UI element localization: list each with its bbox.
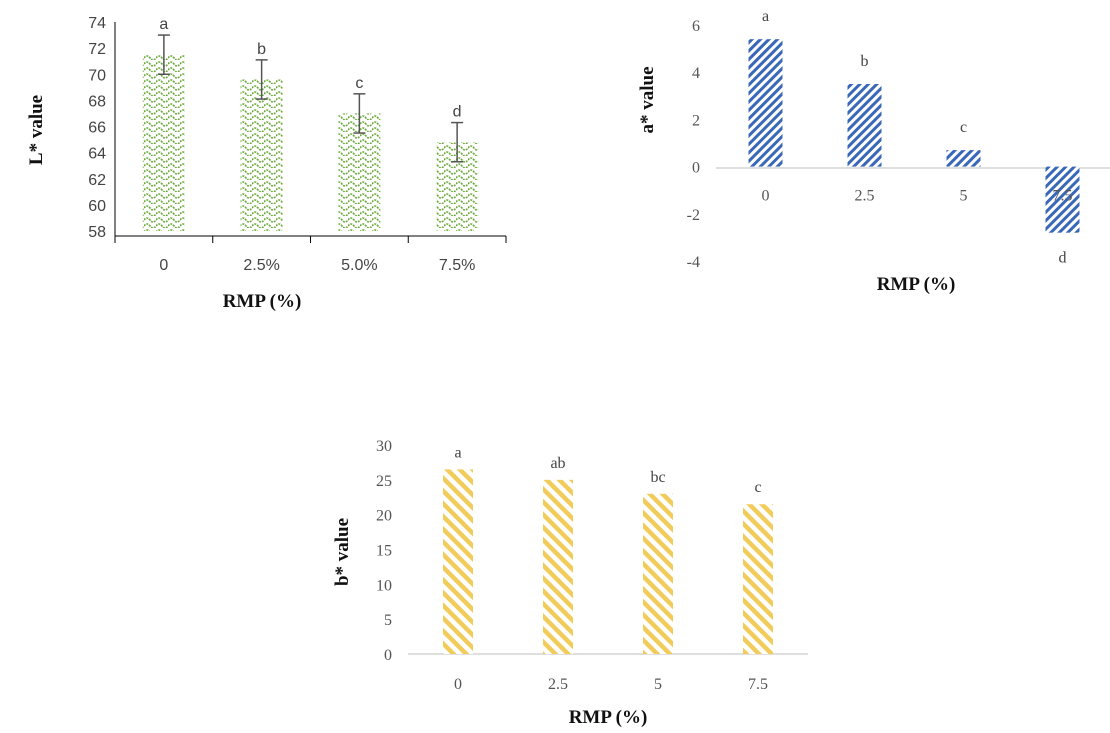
b-significance-letter: bc xyxy=(650,469,665,486)
b-y-tick-label: 5 xyxy=(384,612,392,629)
b-x-axis-title: RMP (%) xyxy=(569,707,648,728)
l-y-tick-label: 74 xyxy=(88,15,106,32)
a-bar xyxy=(847,84,882,167)
a-y-tick-label: -4 xyxy=(687,254,700,271)
b-value-chart: 0 5 10 15 20 25 30 a ab bc c 0 2.5 5 7.5 RMP (%) b* … xyxy=(332,438,808,728)
l-x-tick-label: 5.0% xyxy=(341,257,377,274)
a-x-tick-label: 2.5 xyxy=(855,188,875,205)
a-bar xyxy=(946,150,981,167)
a-x-tick-label: 5 xyxy=(960,188,968,205)
b-y-tick-label: 20 xyxy=(376,508,392,525)
l-significance-letter: d xyxy=(453,104,462,121)
l-significance-letter: c xyxy=(355,75,363,92)
l-y-tick-label: 60 xyxy=(88,198,106,215)
a-x-tick-label: 7.5 xyxy=(1053,188,1073,205)
l-y-tick-label: 66 xyxy=(88,120,106,137)
l-bar xyxy=(240,79,283,231)
l-y-tick-label: 72 xyxy=(88,41,106,58)
a-y-tick-label: 2 xyxy=(692,112,700,129)
l-y-axis-title: L* value xyxy=(26,95,47,165)
b-significance-letter: c xyxy=(754,479,761,496)
b-y-tick-label: 30 xyxy=(376,438,392,455)
a-x-axis-title: RMP (%) xyxy=(877,274,956,295)
a-x-tick-label: 0 xyxy=(762,188,770,205)
a-y-axis-title: a* value xyxy=(637,66,658,133)
a-y-tick-label: 4 xyxy=(692,65,700,82)
b-bar xyxy=(443,469,473,654)
l-y-tick-label: 62 xyxy=(88,172,106,189)
a-bar xyxy=(748,39,783,167)
b-y-tick-label: 25 xyxy=(376,473,392,490)
b-significance-letter: a xyxy=(454,444,461,461)
a-y-tick-label: 0 xyxy=(692,160,700,177)
l-y-tick-label: 58 xyxy=(88,224,106,241)
b-y-tick-label: 15 xyxy=(376,543,392,560)
l-bar xyxy=(142,54,185,231)
l-significance-letter: a xyxy=(159,16,168,33)
b-bar xyxy=(543,479,573,654)
a-significance-letter: d xyxy=(1059,250,1067,267)
b-x-tick-label: 5 xyxy=(654,676,662,693)
l-y-tick-label: 70 xyxy=(88,67,106,84)
l-value-chart: 58 60 62 64 66 68 70 72 74 a b c d 0 2.5% 5.0% 7.5% RM… xyxy=(26,15,507,312)
b-y-tick-label: 0 xyxy=(384,647,392,664)
a-value-chart: -4 -2 0 2 4 6 a b c d 0 2.5 5 7.5 RMP (%) a* value xyxy=(637,8,1110,295)
a-significance-letter: c xyxy=(960,119,967,136)
b-y-axis-title: b* value xyxy=(332,518,353,586)
a-significance-letter: a xyxy=(762,8,769,25)
a-bar xyxy=(1045,166,1080,233)
l-significance-letter: b xyxy=(257,41,266,58)
b-bar xyxy=(643,493,673,654)
l-x-axis-title: RMP (%) xyxy=(223,291,302,312)
l-x-tick-label: 2.5% xyxy=(243,257,279,274)
b-y-tick-label: 10 xyxy=(376,577,392,594)
l-x-tick-label: 0 xyxy=(159,257,168,274)
a-significance-letter: b xyxy=(861,53,869,70)
a-y-tick-label: -2 xyxy=(687,207,700,224)
a-y-tick-label: 6 xyxy=(692,18,700,35)
l-y-tick-label: 68 xyxy=(88,93,106,110)
b-x-tick-label: 7.5 xyxy=(748,676,768,693)
l-y-tick-label: 64 xyxy=(88,146,106,163)
b-x-tick-label: 0 xyxy=(454,676,462,693)
b-bar xyxy=(743,504,773,654)
b-significance-letter: ab xyxy=(550,455,565,472)
l-x-tick-label: 7.5% xyxy=(439,257,475,274)
b-x-tick-label: 2.5 xyxy=(548,676,568,693)
